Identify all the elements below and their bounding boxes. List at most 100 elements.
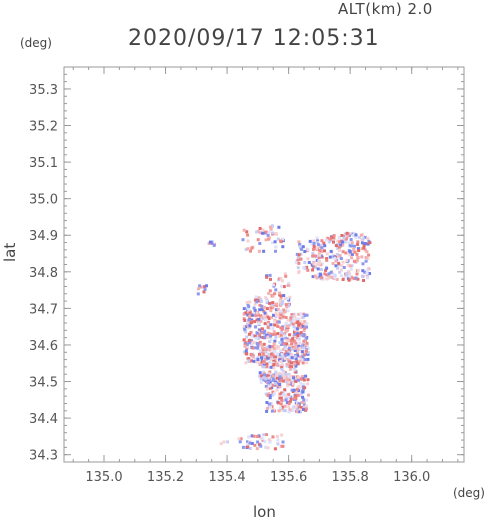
- y-tick-label: 35.0: [29, 193, 58, 208]
- data-point: [264, 350, 268, 354]
- data-point: [264, 379, 268, 383]
- data-point: [280, 338, 284, 342]
- data-point: [317, 256, 321, 260]
- data-point: [280, 367, 284, 371]
- data-point: [278, 311, 282, 315]
- data-point: [272, 313, 275, 317]
- data-point: [259, 436, 263, 440]
- data-point: [254, 336, 258, 340]
- data-point: [287, 374, 291, 378]
- data-point: [256, 356, 260, 360]
- data-point: [242, 307, 246, 311]
- data-point: [290, 347, 294, 351]
- data-point: [257, 322, 261, 326]
- data-point: [272, 359, 276, 363]
- data-point: [360, 274, 364, 278]
- data-point: [325, 277, 329, 281]
- data-point: [319, 268, 323, 271]
- data-point: [366, 268, 370, 272]
- data-point: [327, 272, 331, 276]
- data-point: [302, 405, 306, 409]
- data-point: [363, 242, 367, 246]
- data-point: [291, 408, 295, 412]
- data-point: [296, 362, 300, 366]
- data-point: [356, 268, 360, 272]
- data-point: [280, 366, 284, 370]
- data-point: [289, 395, 293, 399]
- data-point: [354, 259, 358, 263]
- data-point: [361, 269, 365, 273]
- data-point: [251, 313, 255, 317]
- data-point: [324, 273, 328, 277]
- data-point: [262, 433, 266, 437]
- data-point: [277, 225, 281, 229]
- data-point: [246, 345, 250, 349]
- data-point: [316, 263, 320, 267]
- data-point: [261, 360, 265, 364]
- data-point: [270, 409, 274, 413]
- data-point: [278, 299, 282, 303]
- data-point: [332, 234, 336, 238]
- data-point: [361, 262, 365, 266]
- data-point: [281, 315, 285, 319]
- data-point: [244, 349, 248, 353]
- data-point: [271, 303, 275, 306]
- data-point: [289, 374, 293, 378]
- timestamp: 2020/09/17 12:05:31: [128, 26, 380, 51]
- data-point: [284, 316, 288, 319]
- data-point: [273, 292, 277, 296]
- data-point: [318, 243, 322, 247]
- data-point: [317, 272, 321, 276]
- data-point: [263, 311, 267, 315]
- data-point: [346, 277, 350, 281]
- data-point: [274, 245, 278, 249]
- data-point: [313, 266, 317, 269]
- data-point: [273, 332, 277, 336]
- data-point: [245, 322, 249, 326]
- data-point: [354, 233, 358, 237]
- data-point: [243, 327, 247, 331]
- data-point: [296, 334, 300, 338]
- data-point: [297, 385, 301, 389]
- data-point: [295, 410, 299, 414]
- data-point: [273, 447, 277, 451]
- data-point: [253, 320, 257, 324]
- data-point: [282, 294, 286, 297]
- data-point: [196, 292, 200, 296]
- data-point: [284, 303, 288, 307]
- data-point: [301, 374, 305, 378]
- data-point: [341, 240, 344, 244]
- data-point: [262, 376, 266, 380]
- data-point: [333, 276, 337, 280]
- data-point: [242, 350, 246, 354]
- data-point: [297, 261, 301, 265]
- data-point: [262, 370, 265, 374]
- data-point: [306, 382, 310, 386]
- data-point: [299, 381, 303, 385]
- data-point: [325, 258, 329, 262]
- data-point: [290, 378, 294, 382]
- axis-ticks: 135.0 135.2 135.4 135.6 135.8 136.0 34.3 34.4 34…: [29, 67, 464, 485]
- data-point: [366, 242, 370, 246]
- data-point: [244, 311, 248, 315]
- data-point: [351, 232, 355, 236]
- data-point: [299, 325, 303, 329]
- data-point: [298, 341, 302, 345]
- data-point: [260, 330, 264, 334]
- data-point: [297, 410, 301, 414]
- data-point: [364, 259, 368, 263]
- data-point: [251, 346, 255, 350]
- data-point: [291, 322, 295, 326]
- data-point: [254, 298, 258, 302]
- data-point: [299, 391, 303, 395]
- data-point: [318, 253, 322, 257]
- data-point: [271, 301, 275, 305]
- data-point: [325, 266, 329, 270]
- data-point: [256, 313, 260, 317]
- data-point: [283, 357, 287, 361]
- data-point: [285, 362, 289, 366]
- data-point: [301, 346, 305, 350]
- data-point: [263, 305, 266, 309]
- data-point: [287, 350, 291, 354]
- data-point: [362, 246, 366, 250]
